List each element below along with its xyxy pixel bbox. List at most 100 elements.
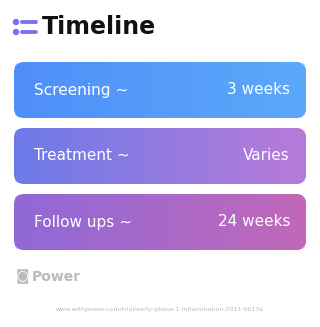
Bar	[112, 194, 114, 250]
Bar	[115, 194, 117, 250]
Bar	[129, 194, 131, 250]
Bar	[86, 194, 88, 250]
Bar	[187, 194, 189, 250]
Bar	[284, 128, 285, 184]
Bar	[21, 62, 22, 118]
Bar	[304, 62, 306, 118]
Bar	[18, 62, 20, 118]
Bar	[226, 128, 228, 184]
Bar	[88, 128, 90, 184]
Bar	[239, 128, 240, 184]
Bar	[61, 62, 62, 118]
Bar	[165, 128, 166, 184]
Bar	[69, 62, 71, 118]
Bar	[148, 194, 150, 250]
Bar	[153, 62, 155, 118]
Bar	[265, 194, 267, 250]
Bar	[63, 194, 64, 250]
Bar	[108, 62, 109, 118]
Circle shape	[13, 20, 19, 25]
Bar	[120, 62, 122, 118]
Bar	[141, 128, 143, 184]
Bar	[283, 62, 284, 118]
Bar	[272, 62, 274, 118]
Bar	[97, 62, 98, 118]
Bar	[292, 194, 294, 250]
Bar	[158, 128, 160, 184]
Bar	[94, 194, 95, 250]
Bar	[31, 194, 33, 250]
Bar	[29, 194, 31, 250]
Bar	[220, 194, 221, 250]
Bar	[78, 194, 80, 250]
Bar	[238, 194, 239, 250]
Bar	[85, 62, 87, 118]
Bar	[148, 128, 150, 184]
Bar	[301, 128, 303, 184]
Bar	[69, 128, 71, 184]
Bar	[59, 62, 60, 118]
Bar	[191, 62, 193, 118]
Bar	[235, 194, 236, 250]
Bar	[264, 128, 266, 184]
Bar	[215, 62, 217, 118]
Bar	[144, 194, 146, 250]
Bar	[104, 194, 105, 250]
Bar	[26, 62, 27, 118]
Bar	[54, 194, 55, 250]
Bar	[219, 194, 220, 250]
Bar	[117, 128, 119, 184]
Bar	[163, 194, 164, 250]
Bar	[122, 128, 124, 184]
Bar	[224, 194, 226, 250]
Bar	[65, 194, 66, 250]
Bar	[57, 128, 58, 184]
Bar	[154, 62, 156, 118]
Bar	[52, 194, 53, 250]
Bar	[292, 194, 293, 250]
Bar	[267, 128, 269, 184]
Bar	[130, 194, 132, 250]
Bar	[287, 128, 289, 184]
Bar	[41, 194, 43, 250]
Bar	[84, 62, 86, 118]
Bar	[186, 128, 188, 184]
Bar	[131, 128, 132, 184]
Bar	[43, 194, 45, 250]
Bar	[70, 194, 72, 250]
Bar	[199, 194, 201, 250]
Bar	[131, 194, 132, 250]
Bar	[206, 62, 207, 118]
Bar	[144, 62, 146, 118]
Bar	[214, 62, 216, 118]
Bar	[228, 194, 230, 250]
Bar	[295, 194, 297, 250]
Bar	[46, 62, 48, 118]
Bar	[64, 194, 65, 250]
Bar	[246, 194, 247, 250]
Bar	[35, 194, 36, 250]
Bar	[299, 128, 301, 184]
Bar	[20, 62, 21, 118]
Bar	[220, 194, 222, 250]
Bar	[82, 194, 84, 250]
Bar	[240, 62, 241, 118]
Bar	[290, 194, 291, 250]
Bar	[67, 128, 68, 184]
Bar	[16, 62, 18, 118]
Bar	[215, 128, 217, 184]
Bar	[295, 62, 297, 118]
Bar	[232, 194, 234, 250]
Bar	[22, 194, 23, 250]
Bar	[183, 62, 185, 118]
Bar	[29, 128, 31, 184]
Bar	[42, 194, 44, 250]
Bar	[173, 128, 174, 184]
Bar	[161, 194, 163, 250]
Bar	[289, 62, 290, 118]
Bar	[21, 194, 22, 250]
Bar	[157, 194, 159, 250]
Bar	[105, 194, 106, 250]
Bar	[111, 128, 113, 184]
Bar	[106, 194, 107, 250]
